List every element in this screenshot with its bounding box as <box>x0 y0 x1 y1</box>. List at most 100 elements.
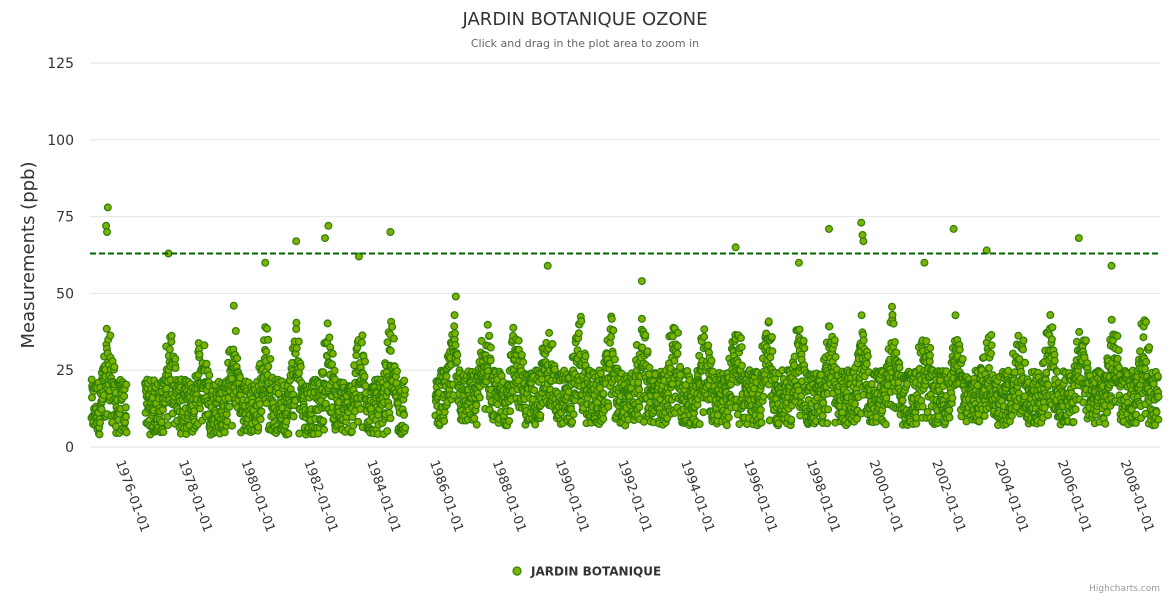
data-point <box>1101 419 1110 428</box>
data-point-peak <box>354 252 363 261</box>
data-point <box>643 347 652 356</box>
data-point-peak <box>794 258 803 267</box>
y-axis-label: Measurements (ppb) <box>18 162 39 349</box>
data-point <box>596 369 605 378</box>
data-point <box>757 418 766 427</box>
data-point <box>357 338 366 347</box>
data-point <box>984 364 993 373</box>
data-point <box>700 332 709 341</box>
legend-marker-icon <box>512 566 522 576</box>
data-point <box>361 357 370 366</box>
data-point <box>707 356 716 365</box>
data-point <box>106 331 115 340</box>
data-point <box>1154 415 1163 424</box>
data-point <box>759 392 768 401</box>
data-point <box>236 373 245 382</box>
data-point <box>483 320 492 329</box>
data-point <box>294 337 303 346</box>
data-point-peak <box>229 301 238 310</box>
x-tick-2006: 2006-01-01 <box>1054 458 1094 534</box>
data-point <box>986 349 995 358</box>
data-point <box>102 324 111 333</box>
data-point <box>918 402 927 411</box>
data-point <box>980 411 989 420</box>
data-point <box>450 311 459 320</box>
data-point <box>358 331 367 340</box>
data-point <box>852 414 861 423</box>
data-point <box>1018 345 1027 354</box>
data-point-peak <box>949 224 958 233</box>
data-point <box>889 319 898 328</box>
data-point <box>800 344 809 353</box>
data-point-peak <box>824 224 833 233</box>
data-point <box>898 396 907 405</box>
data-point <box>360 372 369 381</box>
data-point <box>95 418 104 427</box>
x-tick-2000: 2000-01-01 <box>865 458 905 534</box>
data-point <box>948 394 957 403</box>
data-point <box>323 319 332 328</box>
y-axis-tick-labels: 0 25 50 75 100 125 <box>47 56 74 456</box>
credits-link[interactable]: Highcharts.com <box>1089 584 1160 594</box>
x-tick-1978: 1978-01-01 <box>175 458 215 534</box>
data-point <box>1047 335 1056 344</box>
data-point <box>450 322 459 331</box>
data-point <box>987 331 996 340</box>
data-point <box>255 400 264 409</box>
data-point-peak <box>543 261 552 270</box>
data-point <box>325 333 334 342</box>
data-point <box>926 343 935 352</box>
data-point <box>1014 331 1023 340</box>
data-point-peak <box>859 237 868 246</box>
data-point <box>722 421 731 430</box>
data-point <box>888 310 897 319</box>
data-point <box>95 430 104 439</box>
data-point <box>756 405 765 414</box>
data-point <box>987 341 996 350</box>
data-point-peak <box>1107 261 1116 270</box>
legend[interactable]: JARDIN BOTANIQUE <box>512 565 661 579</box>
data-point <box>605 359 614 368</box>
data-point <box>110 362 119 371</box>
data-point <box>1114 363 1123 372</box>
data-point <box>1113 354 1122 363</box>
data-point <box>816 370 825 379</box>
data-points <box>87 203 1163 439</box>
data-point <box>1046 311 1055 320</box>
data-point <box>1131 418 1140 427</box>
data-point <box>922 337 931 346</box>
data-point <box>486 356 495 365</box>
data-point <box>486 343 495 352</box>
data-point <box>568 417 577 426</box>
data-point <box>934 412 943 421</box>
data-point <box>530 386 539 395</box>
x-tick-1976: 1976-01-01 <box>112 458 152 534</box>
data-point <box>724 413 733 422</box>
data-point <box>610 355 619 364</box>
data-point <box>536 411 545 420</box>
data-point <box>167 331 176 340</box>
data-point <box>819 399 828 408</box>
data-point <box>881 420 890 429</box>
data-point <box>157 418 166 427</box>
data-point <box>389 334 398 343</box>
data-point <box>1141 318 1150 327</box>
data-point <box>958 355 967 364</box>
data-point <box>699 408 708 417</box>
data-point <box>1140 364 1149 373</box>
chart-subtitle: Click and drag in the plot area to zoom … <box>471 37 699 50</box>
data-point <box>227 374 236 383</box>
legend-label-jardin-botanique[interactable]: JARDIN BOTANIQUE <box>530 565 661 579</box>
data-point <box>205 371 214 380</box>
data-point <box>121 412 130 421</box>
data-point <box>165 345 174 354</box>
data-point-peak <box>731 243 740 252</box>
data-point <box>233 354 242 363</box>
data-point <box>121 403 130 412</box>
x-tick-2004: 2004-01-01 <box>991 458 1031 534</box>
data-point <box>700 325 709 334</box>
data-point <box>1071 405 1080 414</box>
data-point-peak <box>102 228 111 237</box>
